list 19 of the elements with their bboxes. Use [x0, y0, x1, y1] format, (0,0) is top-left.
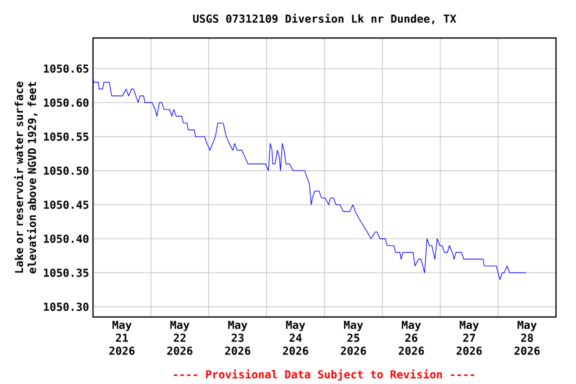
x-tick-label: May 22 2026 [167, 320, 192, 355]
x-tick-label: May 21 2026 [109, 320, 135, 355]
chart-title: USGS 07312109 Diversion Lk nr Dundee, TX [193, 14, 456, 24]
y-tick-label: 1050.50 [44, 166, 88, 175]
y-tick-label: 1050.55 [44, 132, 88, 141]
text: ---- Provisional Data Subject to Revision ---- [174, 369, 474, 381]
y-tick-label: 1050.60 [44, 98, 88, 107]
y-tick-label: 1050.45 [44, 200, 88, 209]
y-tick-label: 1050.35 [44, 268, 88, 277]
y-tick-label: 1050.30 [44, 302, 88, 311]
x-tick-label: May 26 2026 [398, 320, 424, 355]
x-tick-label: May 23 2026 [225, 320, 250, 355]
y-tick-label: 1050.40 [44, 234, 88, 243]
x-tick-label: May 24 2026 [282, 320, 308, 355]
y-tick-label: 1050.65 [44, 64, 88, 73]
y-axis-title: Lake or reservoir water surface elevation above NGVD 1929, feet [14, 82, 38, 274]
x-tick-label: May 25 2026 [340, 320, 366, 355]
x-tick-label: May 28 2026 [514, 320, 540, 355]
x-tick-label: May 27 2026 [456, 320, 482, 355]
